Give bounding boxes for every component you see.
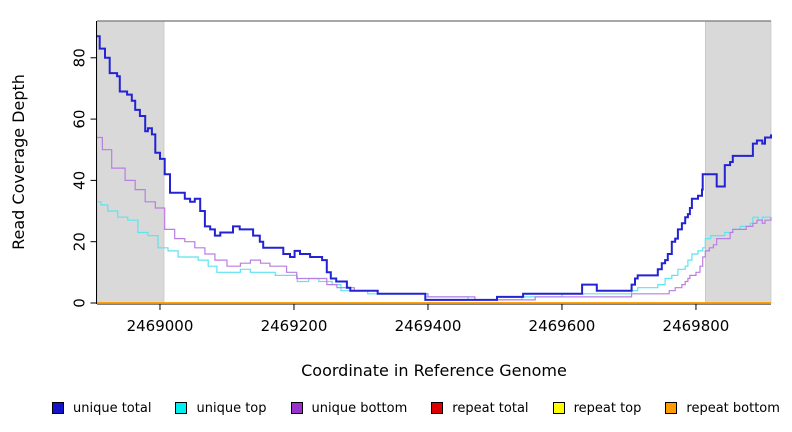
legend-label: unique top bbox=[196, 400, 267, 416]
shaded-repeat-region bbox=[96, 20, 165, 304]
legend-label: repeat total bbox=[452, 400, 529, 416]
series-line-unique-bottom bbox=[97, 136, 772, 301]
shaded-repeat-region bbox=[704, 20, 772, 304]
y-axis-tick-label: 20 bbox=[71, 232, 89, 251]
legend-label: repeat top bbox=[573, 400, 642, 416]
legend-swatch-repeat-top bbox=[552, 402, 565, 414]
x-axis-tick-label: 2469400 bbox=[395, 317, 462, 335]
legend-item-unique-total: unique total bbox=[52, 401, 151, 416]
y-axis-title: Read Coverage Depth bbox=[9, 74, 28, 250]
y-axis-tick-label: 40 bbox=[71, 171, 89, 190]
legend-swatch-unique-total bbox=[52, 402, 64, 414]
legend-item-unique-bottom: unique bottom bbox=[290, 400, 408, 416]
legend-item-repeat-total: repeat total bbox=[431, 400, 529, 416]
y-axis-tick-label: 0 bbox=[71, 298, 89, 308]
x-axis-tick-label: 2469200 bbox=[261, 317, 328, 335]
legend-swatch-repeat-total bbox=[431, 402, 444, 414]
legend-swatch-unique-bottom bbox=[290, 402, 303, 414]
y-axis-tick-label: 80 bbox=[71, 48, 89, 67]
legend-swatch-repeat-bottom bbox=[665, 402, 678, 414]
legend-label: unique total bbox=[73, 400, 152, 416]
series-line-unique-top bbox=[97, 201, 771, 301]
legend-swatch-unique-top bbox=[175, 402, 188, 414]
legend-item-unique-top: unique top bbox=[175, 400, 267, 416]
legend-item-repeat-top: repeat top bbox=[552, 400, 642, 416]
legend-label: unique bottom bbox=[311, 400, 408, 416]
x-axis-tick-label: 2469000 bbox=[127, 317, 194, 335]
x-axis-title: Coordinate in Reference Genome bbox=[301, 361, 567, 380]
x-axis-tick-label: 2469800 bbox=[663, 317, 730, 335]
y-axis-tick-label: 60 bbox=[71, 110, 89, 129]
legend-item-repeat-bottom: repeat bottom bbox=[665, 401, 780, 416]
series-line-unique-total bbox=[97, 35, 772, 301]
x-axis-tick-label: 2469600 bbox=[529, 317, 596, 335]
legend-label: repeat bottom bbox=[686, 400, 780, 416]
chart-legend: unique total unique top unique bottom repea… bbox=[0, 395, 792, 421]
